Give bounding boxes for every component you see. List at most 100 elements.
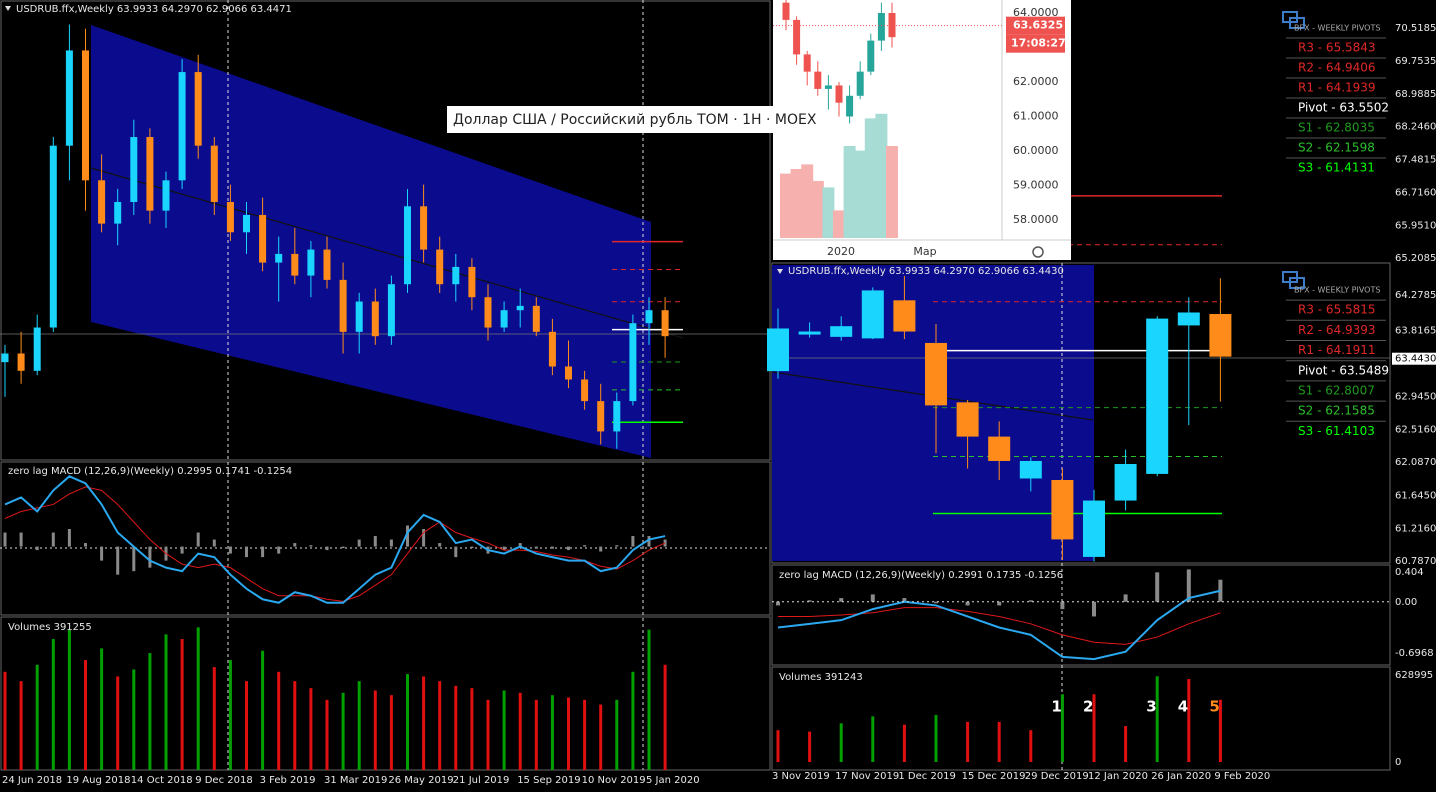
right-volume-header: Volumes 391243 bbox=[779, 672, 863, 683]
candle-body bbox=[597, 401, 605, 432]
macd-histogram bbox=[357, 539, 361, 547]
candle-body bbox=[877, 13, 885, 41]
volume-bar bbox=[518, 692, 522, 770]
candle-body bbox=[404, 206, 411, 285]
candle-body bbox=[484, 297, 492, 328]
volume-bar bbox=[164, 634, 168, 770]
volume-bar bbox=[35, 664, 39, 770]
volume-bar bbox=[422, 676, 426, 770]
candle-body bbox=[371, 301, 379, 337]
left-price-frame bbox=[0, 0, 771, 461]
pivot-label: S3 - 61.4131 bbox=[1298, 161, 1375, 175]
y-tick-label: 65.2085 bbox=[1395, 253, 1436, 264]
icon bbox=[1289, 17, 1305, 29]
macd-histogram bbox=[325, 546, 329, 551]
volume-bar bbox=[245, 681, 248, 770]
candle-body bbox=[452, 266, 460, 285]
volume-bar bbox=[822, 187, 835, 238]
y-tick-label: 68.9885 bbox=[1395, 89, 1436, 100]
volume-annotation: 1 bbox=[1051, 698, 1061, 716]
macd-histogram bbox=[19, 532, 23, 547]
candle-body bbox=[861, 290, 884, 339]
candle-body bbox=[82, 50, 89, 181]
candle-body bbox=[355, 301, 363, 332]
candle-body bbox=[824, 85, 832, 89]
macd-histogram bbox=[997, 601, 1002, 606]
macd-histogram bbox=[67, 529, 71, 547]
right-channel bbox=[772, 265, 1094, 561]
macd-histogram bbox=[615, 545, 619, 547]
candle-body bbox=[146, 137, 154, 211]
left-channel bbox=[91, 25, 651, 458]
volume-bar bbox=[583, 699, 587, 770]
volume-bar bbox=[470, 688, 474, 770]
volume-bar bbox=[1187, 679, 1191, 762]
volume-bar bbox=[212, 667, 216, 770]
volume-bar bbox=[1155, 676, 1159, 762]
volume-annotation: 3 bbox=[1146, 698, 1156, 716]
volume-bar bbox=[875, 113, 888, 238]
y-tick-label: 67.4815 bbox=[1395, 154, 1436, 165]
left-header: USDRUB.ffx,Weekly 63.9933 64.2970 62.906… bbox=[16, 4, 292, 15]
candle-body bbox=[33, 327, 41, 371]
pivot-label: S2 - 62.1585 bbox=[1298, 404, 1375, 418]
y-tick-label: 62.5160 bbox=[1395, 424, 1436, 435]
y-tick-label: 61.6450 bbox=[1395, 491, 1436, 502]
candle-body bbox=[803, 54, 811, 72]
macd-histogram bbox=[1060, 601, 1065, 610]
volume-bar bbox=[776, 730, 780, 762]
macd-histogram bbox=[567, 546, 570, 551]
y-tick-label: 62.0000 bbox=[1013, 75, 1059, 88]
candle-body bbox=[532, 305, 540, 332]
macd-histogram bbox=[870, 594, 875, 602]
volume-bar bbox=[3, 671, 7, 770]
volume-bar bbox=[833, 210, 845, 238]
macd-histogram bbox=[663, 539, 667, 547]
volume-bar bbox=[811, 180, 824, 238]
volume-bar bbox=[550, 695, 554, 770]
macd-histogram bbox=[454, 546, 458, 558]
candle-body bbox=[661, 310, 669, 337]
candle-body bbox=[581, 379, 589, 402]
volume-bar bbox=[839, 723, 843, 762]
volume-bar bbox=[502, 690, 506, 770]
candle-body bbox=[645, 310, 653, 324]
volume-bar bbox=[631, 671, 635, 770]
left-volume-header: Volumes 391255 bbox=[8, 622, 92, 633]
icon bbox=[1289, 277, 1305, 289]
volume-bar bbox=[180, 639, 184, 770]
candle-body bbox=[17, 353, 25, 371]
volume-bar bbox=[567, 697, 570, 770]
x-tick-label: 19 Aug 2018 bbox=[66, 775, 130, 786]
candle-body bbox=[130, 137, 138, 202]
candle-body bbox=[420, 206, 428, 250]
settings-icon[interactable] bbox=[1032, 246, 1044, 258]
volume-bar bbox=[1124, 726, 1128, 762]
left-pivot-list: BFX - WEEKLY PIVOTS R3 - 65.5843 R2 - 64.9… bbox=[1286, 24, 1389, 175]
volume-bar bbox=[1060, 694, 1064, 762]
left-volume-frame bbox=[0, 616, 771, 771]
popup-layer: 64.0000 62.0000 61.0000 60.0000 59.0000 58.00… bbox=[773, 0, 1066, 258]
macd-histogram bbox=[341, 546, 345, 548]
pivot-label: Pivot - 63.5502 bbox=[1298, 101, 1389, 115]
macd-histogram bbox=[1155, 572, 1160, 602]
pivot-label: S2 - 62.1598 bbox=[1298, 141, 1375, 155]
volume-bar bbox=[438, 681, 442, 770]
pivot-label: R1 - 64.1911 bbox=[1298, 343, 1376, 357]
macd-histogram bbox=[277, 546, 281, 554]
volume-bar bbox=[647, 629, 651, 770]
macd-histogram bbox=[1092, 601, 1096, 617]
x-tick-label: 29 Dec 2019 bbox=[1025, 771, 1089, 782]
candle-body bbox=[307, 249, 315, 276]
macd-histogram bbox=[3, 532, 7, 547]
x-tick-label: 9 Feb 2020 bbox=[1214, 771, 1270, 782]
candle-body bbox=[798, 331, 821, 335]
macd-histogram bbox=[438, 543, 442, 547]
candle-body bbox=[210, 145, 218, 202]
macd-histogram bbox=[132, 546, 136, 572]
macd-histogram bbox=[550, 546, 554, 549]
candle-body bbox=[767, 328, 789, 372]
x-tick-label: 5 Jan 2020 bbox=[646, 775, 700, 786]
pivot-label: S1 - 62.8035 bbox=[1298, 121, 1375, 135]
